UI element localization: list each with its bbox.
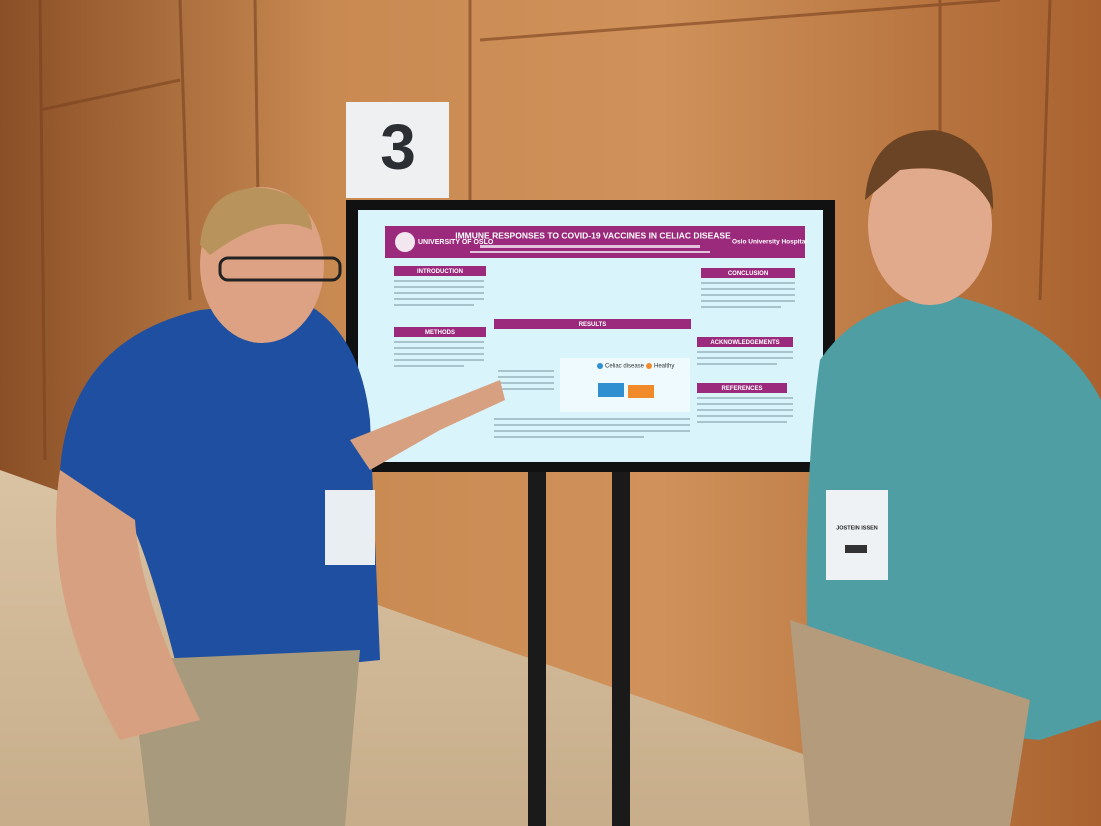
section-header-bar — [494, 319, 691, 329]
section-header: INTRODUCTION — [417, 269, 463, 275]
person-left-hair — [200, 187, 312, 255]
section-header: RESULTS — [579, 322, 607, 328]
section-header-bar — [394, 266, 486, 276]
results-chart — [560, 358, 690, 412]
legend-label: Healthy — [654, 364, 674, 370]
affiliations — [470, 251, 710, 253]
poster-text-lines — [394, 280, 795, 438]
logo-left: UNIVERSITY OF OSLO — [418, 239, 494, 246]
section-header: CONCLUSION — [728, 271, 768, 277]
stand-pole — [612, 470, 630, 826]
section-header: ACKNOWLEDGEMENTS — [710, 340, 779, 346]
section-header: REFERENCES — [721, 386, 762, 392]
person-left-shirt — [60, 300, 380, 680]
badge-left — [325, 490, 375, 565]
wall-panels — [38, 0, 1052, 461]
legend-swatch — [646, 363, 652, 369]
section-header-bar — [701, 268, 795, 278]
box — [598, 383, 624, 397]
person-right-hair — [865, 130, 994, 210]
person-right-trousers — [790, 620, 1030, 826]
person-right-shirt — [806, 295, 1101, 740]
person-left-trousers — [130, 650, 360, 826]
number-sign — [346, 102, 449, 198]
section-header: METHODS — [425, 330, 455, 336]
logo-right: Oslo University Hospital — [732, 239, 807, 246]
legend-label: Celiac disease — [605, 364, 645, 370]
glasses — [218, 256, 342, 282]
oslo-seal — [395, 232, 415, 252]
stand-pole — [528, 470, 546, 826]
box — [628, 385, 654, 398]
section-header-bar — [394, 327, 486, 337]
section-header-bar — [697, 337, 793, 347]
barcode — [845, 545, 867, 553]
person-left-arm — [56, 470, 200, 740]
authors — [480, 245, 700, 248]
section-header-bar — [697, 383, 787, 393]
poster-title: IMMUNE RESPONSES TO COVID-19 VACCINES IN… — [455, 230, 731, 240]
sign-number: 3 — [380, 111, 416, 183]
person-left-pointing-arm — [350, 380, 505, 470]
badge-name: JOSTEIN ISSEN — [836, 525, 878, 531]
person-right-head — [868, 145, 992, 305]
legend-swatch — [597, 363, 603, 369]
badge-right — [826, 490, 888, 580]
